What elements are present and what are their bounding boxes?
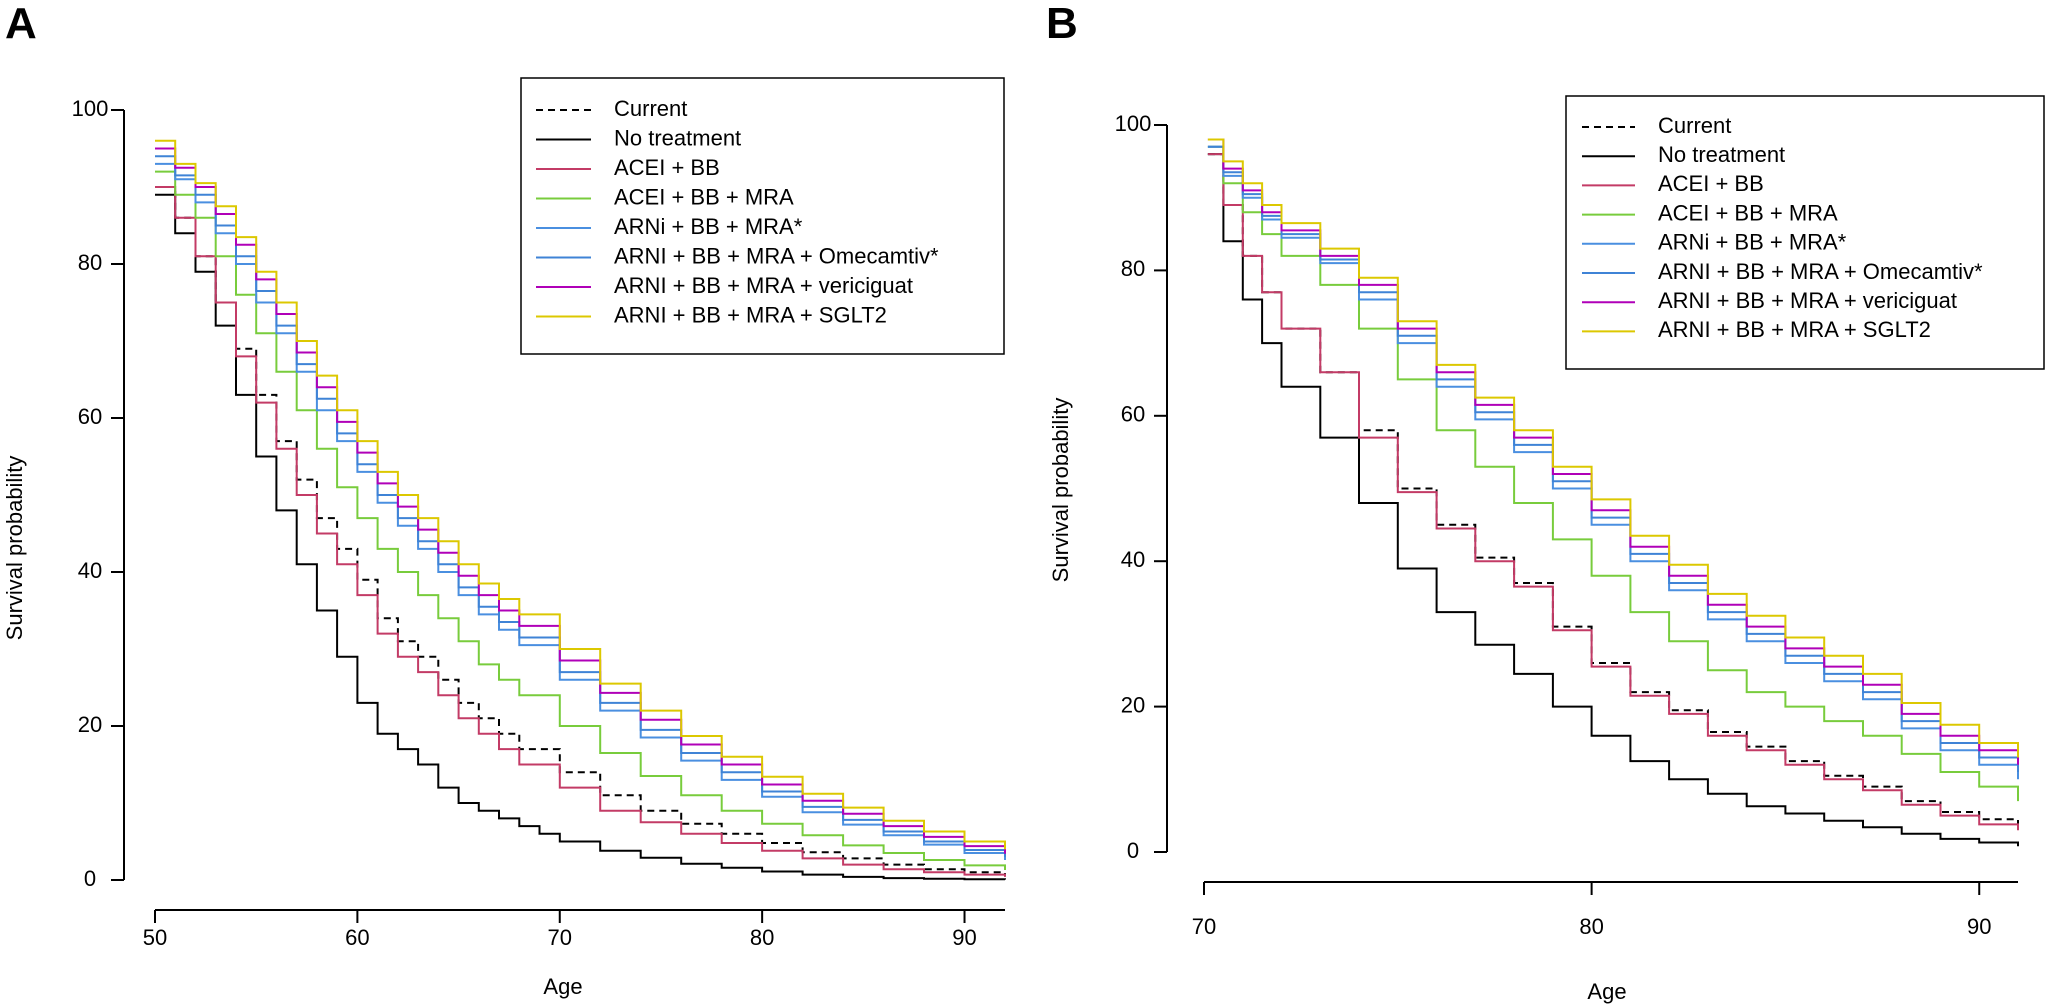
legend-label: No treatment [614,125,741,150]
legend-label: ACEI + BB [1658,171,1764,196]
x-tick-label: 70 [548,925,572,950]
series-line-0 [1207,153,2019,847]
legend-label: ARNI + BB + MRA + SGLT2 [1658,317,1931,342]
x-tick-label: 90 [952,925,976,950]
x-tick-label: 80 [1579,914,1603,939]
legend-label: ARNI + BB + MRA + Omecamtiv* [614,243,939,268]
y-tick-label: 20 [1121,692,1145,717]
series-line-2 [1207,153,2019,831]
y-tick-label: 100 [1115,111,1152,136]
series-line-4 [155,162,1006,860]
plot-lines-a [155,139,1006,881]
x-tick-label: 70 [1192,914,1216,939]
legend-label: ACEI + BB [614,155,720,180]
x-tick-label: 90 [1967,914,1991,939]
x-axis-title-b: Age [1587,979,1626,1004]
x-tick-label: 50 [143,925,167,950]
legend-label: ARNI + BB + MRA + vericiguat [614,273,913,298]
chart-b: B 0 20 40 60 80 100 70 80 90 Age Survival probab… [1046,0,2045,1004]
panel-a: A 0 20 40 60 80 100 50 60 70 80 90 Age Survival pr… [2,0,1006,999]
panel-b: B 0 20 40 60 80 100 70 80 90 Age Survival probab… [1024,0,2048,1008]
plot-lines-b [1207,138,2019,847]
x-tick-label: 80 [750,925,774,950]
legend-b: Current No treatment ACEI + BB ACEI + BB + … [1565,95,2045,370]
series-line-3 [155,170,1006,870]
axes-a: 0 20 40 60 80 100 50 60 70 80 90 [72,96,1005,950]
legend-label: ARNI + BB + MRA + SGLT2 [614,302,887,327]
y-tick-label: 80 [78,250,102,275]
y-tick-label: 80 [1121,256,1145,281]
legend-label: ARNI + BB + MRA + Omecamtiv* [1658,259,1983,284]
series-line-7 [1207,138,2019,758]
legend-label: ACEI + BB + MRA [1658,200,1838,225]
y-tick-label: 0 [1127,838,1139,863]
y-tick-label: 100 [72,96,109,121]
legend-a: Current No treatment ACEI + BB ACEI + BB + … [520,77,1005,355]
y-tick-label: 20 [78,712,102,737]
series-line-1 [1207,153,2019,827]
legend-label: ARNI + BB + MRA + vericiguat [1658,288,1957,313]
series-line-5 [155,155,1006,857]
legend-label: Current [614,96,687,121]
y-axis-title-a: Survival probability [2,456,27,641]
y-tick-label: 0 [84,866,96,891]
legend-label: No treatment [1658,142,1785,167]
x-axis-title-a: Age [543,974,582,999]
panel-letter-a: A [5,0,37,48]
series-line-0 [155,193,1006,881]
legend-label: Current [1658,113,1731,138]
y-tick-label: 40 [1121,547,1145,572]
y-tick-label: 60 [1121,402,1145,427]
series-line-2 [155,186,1006,877]
x-tick-label: 60 [345,925,369,950]
y-tick-label: 40 [78,558,102,583]
series-line-6 [155,147,1006,854]
legend-box [1565,95,2045,370]
legend-label: ARNi + BB + MRA* [1658,230,1847,255]
legend-box [520,77,1005,355]
y-tick-label: 60 [78,404,102,429]
legend-label: ACEI + BB + MRA [614,184,794,209]
series-line-3 [1207,145,2019,802]
series-line-7 [155,139,1006,850]
y-axis-title-b: Survival probability [1048,398,1073,583]
legend-label: ARNi + BB + MRA* [614,214,803,239]
panel-letter-b: B [1046,0,1078,48]
chart-a: A 0 20 40 60 80 100 50 60 70 80 90 Age Survival pr… [2,0,1006,999]
axes-b: 0 20 40 60 80 100 70 80 90 [1115,111,2018,939]
